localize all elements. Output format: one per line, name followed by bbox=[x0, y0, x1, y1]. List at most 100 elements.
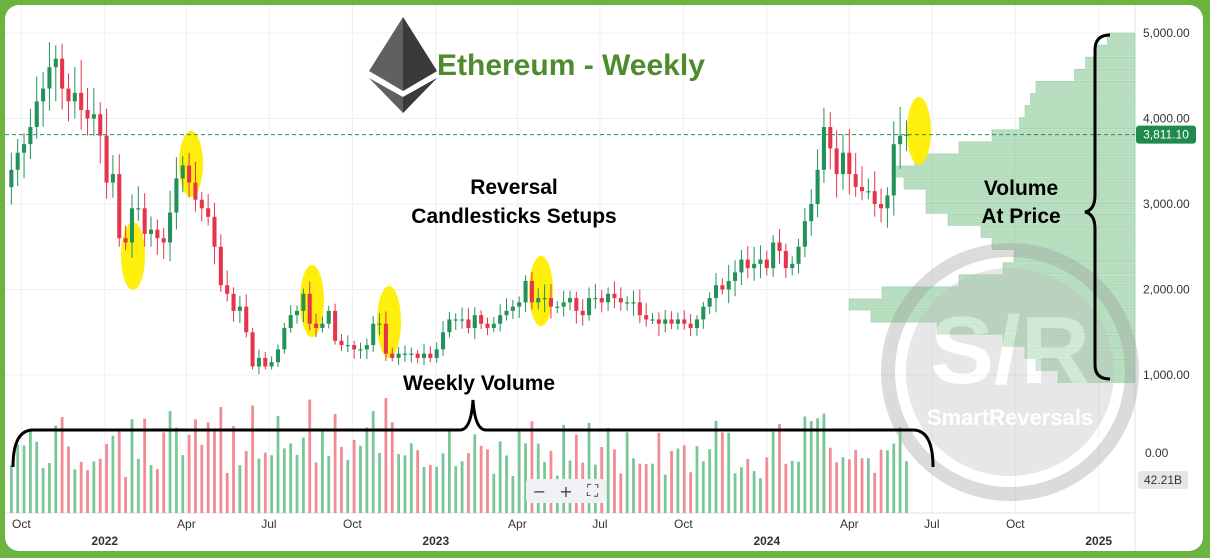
candle-body bbox=[637, 302, 642, 316]
volume-bar bbox=[771, 431, 775, 513]
volume-profile-bar bbox=[892, 165, 1136, 178]
fullscreen-button[interactable]: ⛶ bbox=[587, 481, 599, 500]
volume-bar bbox=[822, 413, 826, 513]
volume-bar bbox=[873, 472, 877, 513]
candle-body bbox=[199, 199, 204, 209]
volume-bar bbox=[797, 461, 800, 513]
candle-body bbox=[441, 332, 446, 350]
candle-body bbox=[682, 319, 687, 324]
volume-profile-bar bbox=[1024, 105, 1136, 117]
volume-bar bbox=[251, 405, 254, 513]
volume-bar bbox=[282, 448, 286, 513]
time-axis: Oct 2022 Apr Jul Oct 2023 Apr Jul Oct 2024 Apr Jul O… bbox=[12, 517, 1112, 548]
volume-bar bbox=[238, 465, 242, 513]
last-volume-badge: 42.21B bbox=[1138, 471, 1188, 489]
candle-body bbox=[22, 144, 27, 153]
candle-body bbox=[707, 298, 712, 307]
candle-body bbox=[447, 319, 452, 333]
candle-body bbox=[85, 109, 90, 119]
volume-bar bbox=[92, 461, 96, 513]
annotation-weekly-volume: Weekly Volume bbox=[403, 372, 555, 395]
candle-body bbox=[148, 229, 154, 234]
volume-bar bbox=[447, 428, 451, 513]
time-tick-label: Oct bbox=[343, 517, 362, 531]
zoom-out-button[interactable]: − bbox=[532, 481, 547, 501]
candle-body bbox=[517, 302, 522, 307]
annotation-vap-line2: At Price bbox=[981, 205, 1060, 228]
volume-bar bbox=[187, 434, 191, 513]
volume-profile-bar bbox=[991, 238, 1136, 250]
candle-body bbox=[796, 246, 801, 264]
volume-profile-bar bbox=[1013, 250, 1136, 262]
candle-body bbox=[656, 319, 661, 324]
candle-body bbox=[752, 263, 757, 269]
candle-body bbox=[428, 353, 433, 358]
volume-bar bbox=[143, 418, 147, 513]
volume-bar bbox=[524, 443, 527, 513]
volume-bar bbox=[22, 445, 26, 513]
volume-bar bbox=[511, 476, 515, 513]
candle-body bbox=[485, 323, 490, 328]
volume-bar bbox=[854, 450, 858, 513]
candle-body bbox=[745, 259, 750, 269]
volume-bar bbox=[613, 449, 616, 513]
candle-body bbox=[377, 323, 382, 325]
volume-bar bbox=[54, 425, 58, 513]
volume-bar bbox=[740, 467, 743, 513]
volume-bar bbox=[727, 432, 731, 513]
volume-bar bbox=[803, 416, 807, 513]
volume-bar bbox=[327, 455, 331, 513]
price-axis: 5,000.00 4,000.00 3,000.00 2,000.00 1,000.00 bbox=[1143, 26, 1190, 382]
candle-body bbox=[567, 298, 573, 303]
volume-axis-zero-label: 0.00 bbox=[1145, 446, 1169, 460]
candle-body bbox=[180, 165, 185, 179]
volume-bar bbox=[676, 448, 680, 513]
volume-bar bbox=[657, 432, 661, 513]
volume-bar bbox=[16, 444, 20, 513]
candle-body bbox=[834, 148, 839, 175]
volume-profile-bar bbox=[958, 141, 1136, 154]
volume-bar bbox=[384, 398, 388, 513]
volume-bar bbox=[225, 472, 229, 513]
candle-body bbox=[460, 319, 465, 321]
candle-body bbox=[713, 285, 719, 299]
candle-body bbox=[352, 345, 357, 350]
candle-body bbox=[663, 319, 668, 324]
zoom-in-button[interactable]: + bbox=[559, 481, 573, 501]
candle-body bbox=[110, 174, 115, 183]
volume-bar bbox=[644, 464, 648, 513]
volume-bar bbox=[117, 430, 121, 513]
volume-bar bbox=[720, 432, 724, 513]
candle-body bbox=[142, 208, 147, 234]
volume-bar bbox=[48, 462, 51, 513]
candle-body bbox=[523, 280, 528, 303]
volume-bar bbox=[60, 417, 64, 513]
volume-bar bbox=[587, 422, 591, 513]
candle-body bbox=[599, 298, 604, 303]
volume-bar bbox=[905, 461, 908, 513]
time-tick-label: Jul bbox=[261, 517, 276, 531]
volume-bar bbox=[194, 419, 197, 513]
price-tick-label: 3,000.00 bbox=[1143, 197, 1190, 211]
last-price-badge: 3,811.10 bbox=[1136, 125, 1196, 144]
volume-bar bbox=[9, 465, 13, 513]
candle-body bbox=[345, 345, 350, 347]
candle-body bbox=[123, 238, 128, 243]
candle-body bbox=[771, 242, 776, 269]
candle-body bbox=[294, 310, 300, 316]
volume-bar bbox=[606, 427, 610, 513]
candle-body bbox=[618, 298, 623, 303]
candlesticks bbox=[9, 42, 909, 375]
candle-body bbox=[301, 293, 306, 311]
volume-bar bbox=[301, 437, 305, 513]
highlight-ellipse bbox=[300, 265, 324, 337]
candle-body bbox=[41, 88, 46, 102]
volume-bar bbox=[435, 466, 439, 513]
volume-profile-bar bbox=[1107, 32, 1136, 45]
candle-body bbox=[98, 114, 103, 136]
ethereum-logo-icon bbox=[369, 17, 437, 113]
volume-bar bbox=[486, 449, 489, 513]
candle-body bbox=[866, 191, 871, 193]
candle-body bbox=[853, 174, 858, 187]
time-tick-label: Oct bbox=[1006, 517, 1025, 531]
